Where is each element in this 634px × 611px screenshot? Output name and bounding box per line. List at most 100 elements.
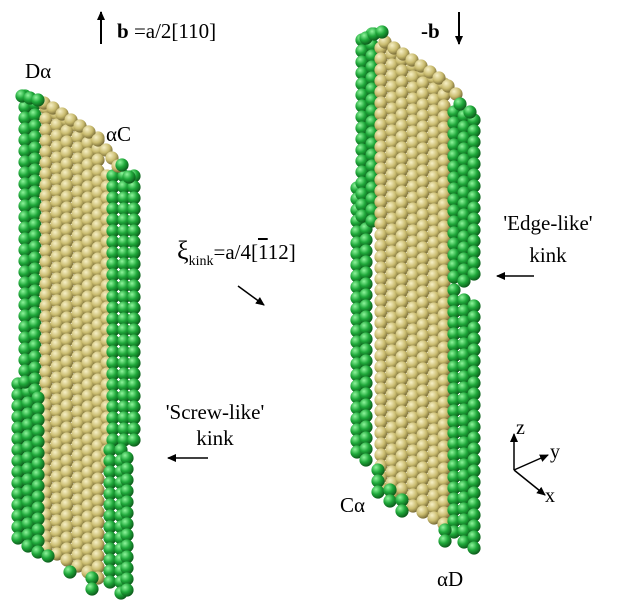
tan-atom xyxy=(60,278,74,292)
tan-atom xyxy=(416,461,430,475)
tan-atom xyxy=(395,262,409,276)
tan-atom xyxy=(71,383,85,397)
green-atom xyxy=(447,316,461,330)
tan-atom xyxy=(374,305,388,319)
green-atom xyxy=(117,433,131,447)
tan-atom xyxy=(50,426,64,440)
green-atom xyxy=(18,331,32,345)
green-atom xyxy=(467,223,481,237)
tan-atom xyxy=(437,396,451,410)
tan-atom xyxy=(39,189,53,203)
edge-like-label: 'Edge-like' xyxy=(503,211,593,235)
green-atom xyxy=(31,534,45,548)
green-atom xyxy=(120,517,134,531)
tan-atom xyxy=(71,460,85,474)
green-atom xyxy=(115,158,129,172)
tan-atom xyxy=(416,340,430,354)
green-atom xyxy=(63,565,77,579)
tan-atom xyxy=(395,383,409,397)
green-atom xyxy=(447,248,461,262)
tan-atom xyxy=(81,213,95,227)
green-atom xyxy=(120,561,134,575)
tan-atom xyxy=(416,307,430,321)
tan-atom xyxy=(81,246,95,260)
tan-atom xyxy=(39,200,53,214)
tan-atom xyxy=(437,495,451,509)
green-atom xyxy=(355,77,369,91)
green-atom xyxy=(457,219,471,233)
tan-atom xyxy=(406,158,420,172)
green-atom xyxy=(371,474,385,488)
tan-atom xyxy=(395,482,409,496)
tan-atom xyxy=(395,317,409,331)
green-atom xyxy=(28,372,42,386)
tan-atom xyxy=(71,273,85,287)
tan-atom xyxy=(81,191,95,205)
green-atom xyxy=(457,208,471,222)
green-atom xyxy=(457,359,471,373)
green-atom xyxy=(467,168,481,182)
green-atom xyxy=(467,201,481,215)
tan-atom xyxy=(50,470,64,484)
green-atom xyxy=(355,132,369,146)
green-atom xyxy=(457,164,471,178)
tan-atom xyxy=(437,209,451,223)
green-atom xyxy=(447,226,461,240)
tan-atom xyxy=(60,553,74,567)
tan-atom xyxy=(416,494,430,508)
green-atom xyxy=(457,120,471,134)
green-atom xyxy=(28,119,42,133)
tan-atom xyxy=(406,202,420,216)
green-atom xyxy=(106,257,120,271)
tan-atom xyxy=(437,286,451,300)
green-atom xyxy=(117,224,131,238)
tan-atom xyxy=(50,437,64,451)
tan-atom xyxy=(427,357,441,371)
green-atom xyxy=(447,448,461,462)
green-atom xyxy=(127,180,141,194)
green-atom xyxy=(127,312,141,326)
tan-atom xyxy=(50,536,64,550)
tan-atom xyxy=(432,71,446,85)
green-atom xyxy=(28,196,42,210)
green-atom xyxy=(457,337,471,351)
tan-atom xyxy=(406,114,420,128)
tan-atom xyxy=(81,334,95,348)
green-atom xyxy=(11,443,25,457)
tan-atom xyxy=(395,350,409,364)
tan-atom xyxy=(60,333,74,347)
tan-atom xyxy=(416,186,430,200)
green-atom xyxy=(11,531,25,545)
tan-atom xyxy=(395,240,409,254)
green-atom xyxy=(117,400,131,414)
tan-atom xyxy=(416,109,430,123)
tan-atom xyxy=(50,481,64,495)
green-atom xyxy=(85,571,99,585)
tan-atom xyxy=(416,263,430,277)
tan-atom xyxy=(50,239,64,253)
tan-atom xyxy=(416,439,430,453)
green-atom xyxy=(467,310,481,324)
tan-atom xyxy=(385,245,399,259)
screw-kink-label: kink xyxy=(196,426,234,450)
green-atom xyxy=(355,110,369,124)
tan-atom xyxy=(71,229,85,243)
tan-atom xyxy=(416,76,430,90)
tan-atom xyxy=(374,338,388,352)
green-atom xyxy=(28,207,42,221)
tan-atom xyxy=(427,159,441,173)
green-atom xyxy=(28,251,42,265)
tan-atom xyxy=(374,437,388,451)
tan-atom xyxy=(385,80,399,94)
tan-atom xyxy=(416,362,430,376)
green-atom xyxy=(18,111,32,125)
tan-atom xyxy=(406,499,420,513)
green-atom xyxy=(103,487,117,501)
tan-atom xyxy=(50,514,64,528)
burgers-vector-label: b =a/2[110] xyxy=(117,19,217,43)
tan-atom xyxy=(427,456,441,470)
tan-atom xyxy=(39,112,53,126)
tan-atom xyxy=(395,75,409,89)
tan-atom xyxy=(60,377,74,391)
tan-atom xyxy=(374,162,388,176)
